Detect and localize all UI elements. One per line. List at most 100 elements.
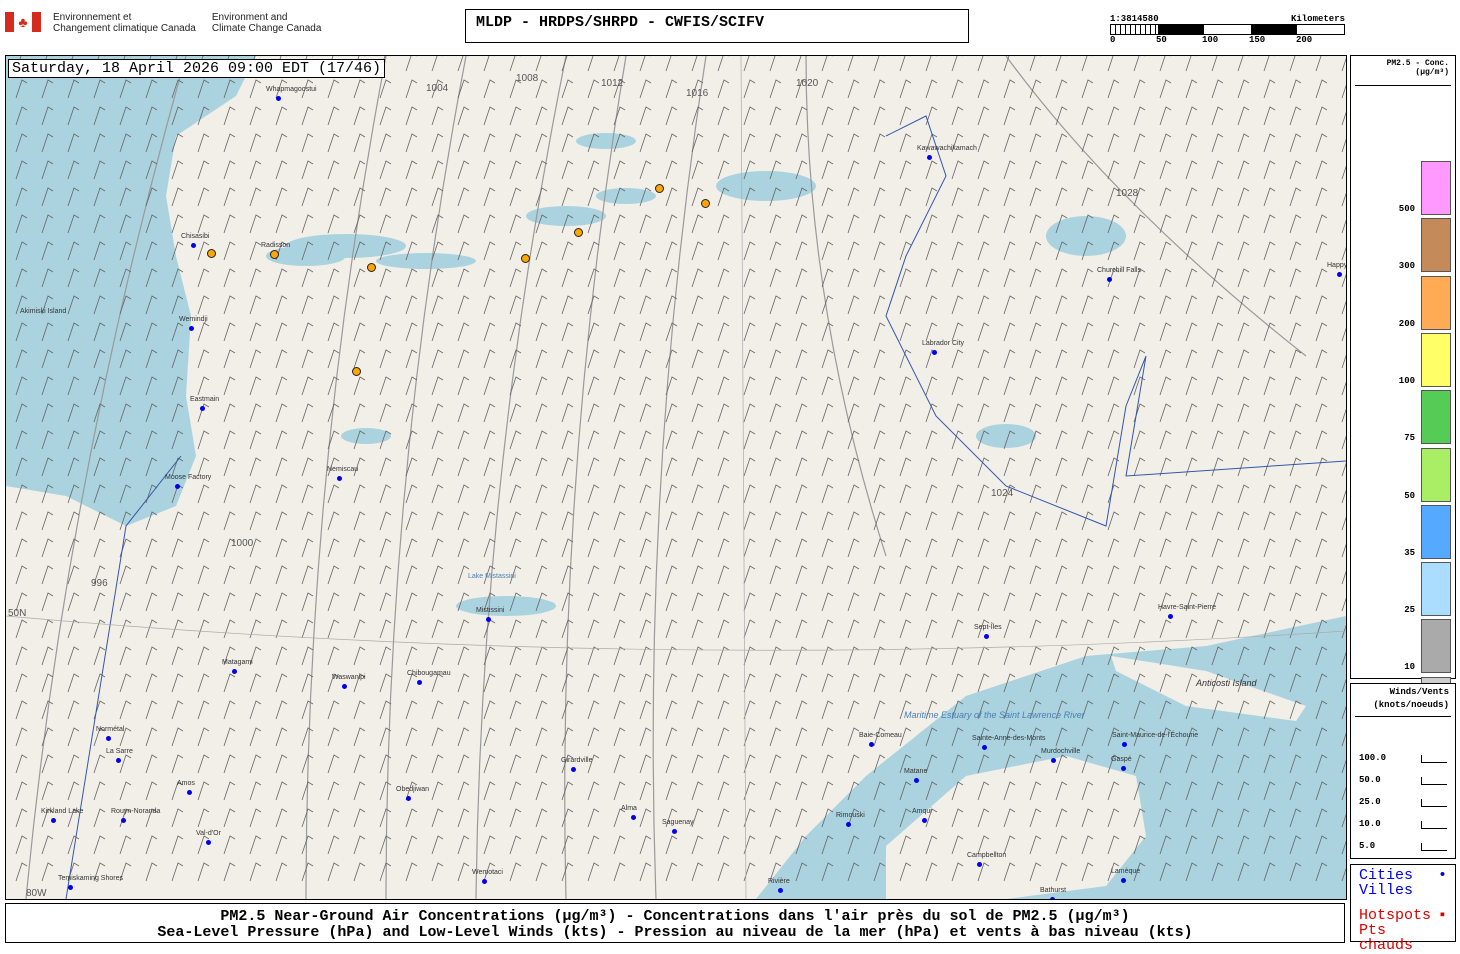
wind-barb bbox=[405, 754, 418, 774]
city-marker[interactable] bbox=[276, 96, 281, 101]
wind-barb bbox=[1081, 133, 1094, 153]
city-label: Gaspé bbox=[1111, 756, 1132, 763]
wind-barb bbox=[1081, 106, 1094, 126]
city-marker[interactable] bbox=[206, 840, 211, 845]
wind-barb bbox=[899, 484, 912, 504]
wind-barb bbox=[925, 646, 938, 666]
wind-barb bbox=[847, 268, 860, 288]
city-marker[interactable] bbox=[1337, 272, 1342, 277]
wind-barb bbox=[769, 133, 782, 153]
wind-barb bbox=[431, 592, 444, 612]
hotspot-marker[interactable] bbox=[521, 254, 530, 263]
city-marker[interactable] bbox=[977, 862, 982, 867]
hotspot-marker[interactable] bbox=[655, 184, 664, 193]
city-marker[interactable] bbox=[922, 818, 927, 823]
wind-barb bbox=[743, 808, 756, 828]
city-marker[interactable] bbox=[406, 796, 411, 801]
city-marker[interactable] bbox=[1168, 614, 1173, 619]
wind-barb bbox=[1003, 457, 1016, 477]
wind-barb bbox=[873, 241, 886, 261]
city-marker[interactable] bbox=[932, 350, 937, 355]
wind-barb bbox=[1185, 700, 1198, 720]
wind-barb bbox=[1081, 673, 1094, 693]
wind-barb bbox=[223, 349, 236, 369]
wind-barb bbox=[1081, 430, 1094, 450]
hotspot-square-icon: ▪ bbox=[1437, 907, 1447, 924]
city-marker[interactable] bbox=[927, 155, 932, 160]
wind-barb bbox=[951, 295, 964, 315]
wind-barb bbox=[41, 565, 54, 585]
city-marker[interactable] bbox=[68, 885, 73, 890]
city-marker[interactable] bbox=[1050, 897, 1055, 899]
city-marker[interactable] bbox=[1122, 742, 1127, 747]
hotspot-marker[interactable] bbox=[352, 367, 361, 376]
wind-barb bbox=[223, 646, 236, 666]
city-marker[interactable] bbox=[337, 476, 342, 481]
city-marker[interactable] bbox=[417, 680, 422, 685]
wind-barb bbox=[613, 268, 626, 288]
city-marker[interactable] bbox=[232, 669, 237, 674]
city-marker[interactable] bbox=[982, 745, 987, 750]
city-marker[interactable] bbox=[1121, 766, 1126, 771]
wind-barb bbox=[1315, 511, 1328, 531]
hotspot-marker[interactable] bbox=[207, 249, 216, 258]
wind-barb bbox=[1315, 430, 1328, 450]
wind-barb bbox=[1315, 376, 1328, 396]
wind-barb bbox=[1029, 187, 1042, 207]
wind-barb bbox=[795, 403, 808, 423]
city-marker[interactable] bbox=[106, 736, 111, 741]
wind-barb bbox=[145, 754, 158, 774]
city-marker[interactable] bbox=[984, 634, 989, 639]
city-marker[interactable] bbox=[189, 326, 194, 331]
wind-barb bbox=[1263, 673, 1276, 693]
city-marker[interactable] bbox=[1121, 878, 1126, 883]
wind-barb bbox=[249, 241, 262, 261]
city-marker[interactable] bbox=[672, 829, 677, 834]
wind-barb bbox=[67, 187, 80, 207]
wind-barb bbox=[925, 241, 938, 261]
wind-barb bbox=[41, 646, 54, 666]
wind-barb bbox=[1133, 835, 1146, 855]
city-marker[interactable] bbox=[1107, 277, 1112, 282]
city-marker[interactable] bbox=[51, 818, 56, 823]
city-marker[interactable] bbox=[631, 815, 636, 820]
hotspot-marker[interactable] bbox=[367, 263, 376, 272]
city-marker[interactable] bbox=[486, 617, 491, 622]
city-marker[interactable] bbox=[200, 406, 205, 411]
city-marker[interactable] bbox=[342, 684, 347, 689]
city-marker[interactable] bbox=[914, 778, 919, 783]
wind-barb bbox=[379, 484, 392, 504]
wind-barb bbox=[223, 376, 236, 396]
city-marker[interactable] bbox=[869, 742, 874, 747]
hotspot-marker[interactable] bbox=[701, 199, 710, 208]
city-marker[interactable] bbox=[191, 243, 196, 248]
wind-barb bbox=[847, 187, 860, 207]
wind-barb bbox=[925, 106, 938, 126]
city-marker[interactable] bbox=[175, 484, 180, 489]
scale-tick: 0 bbox=[1110, 35, 1116, 45]
wind-barb bbox=[67, 214, 80, 234]
wind-barb bbox=[483, 835, 496, 855]
map-view[interactable]: 1012 1004 1008 1016 1020 1024 1028 1000 … bbox=[5, 55, 1347, 900]
wind-barb bbox=[743, 160, 756, 180]
wind-barb bbox=[1081, 619, 1094, 639]
wind-barb bbox=[1029, 835, 1042, 855]
wind-barb bbox=[197, 727, 210, 747]
city-marker[interactable] bbox=[778, 888, 783, 893]
hotspot-marker[interactable] bbox=[574, 228, 583, 237]
wind-barb bbox=[1211, 106, 1224, 126]
wind-barb bbox=[1263, 268, 1276, 288]
city-marker[interactable] bbox=[846, 822, 851, 827]
wind-barb bbox=[1289, 835, 1302, 855]
city-marker[interactable] bbox=[187, 790, 192, 795]
wind-barb bbox=[41, 484, 54, 504]
city-marker[interactable] bbox=[121, 818, 126, 823]
hotspot-marker[interactable] bbox=[270, 250, 279, 259]
wind-barb bbox=[327, 349, 340, 369]
city-marker[interactable] bbox=[482, 879, 487, 884]
city-marker[interactable] bbox=[116, 758, 121, 763]
city-marker[interactable] bbox=[571, 767, 576, 772]
wind-barb bbox=[1341, 624, 1346, 639]
longitude-label: 80W bbox=[26, 888, 47, 899]
city-marker[interactable] bbox=[1051, 758, 1056, 763]
